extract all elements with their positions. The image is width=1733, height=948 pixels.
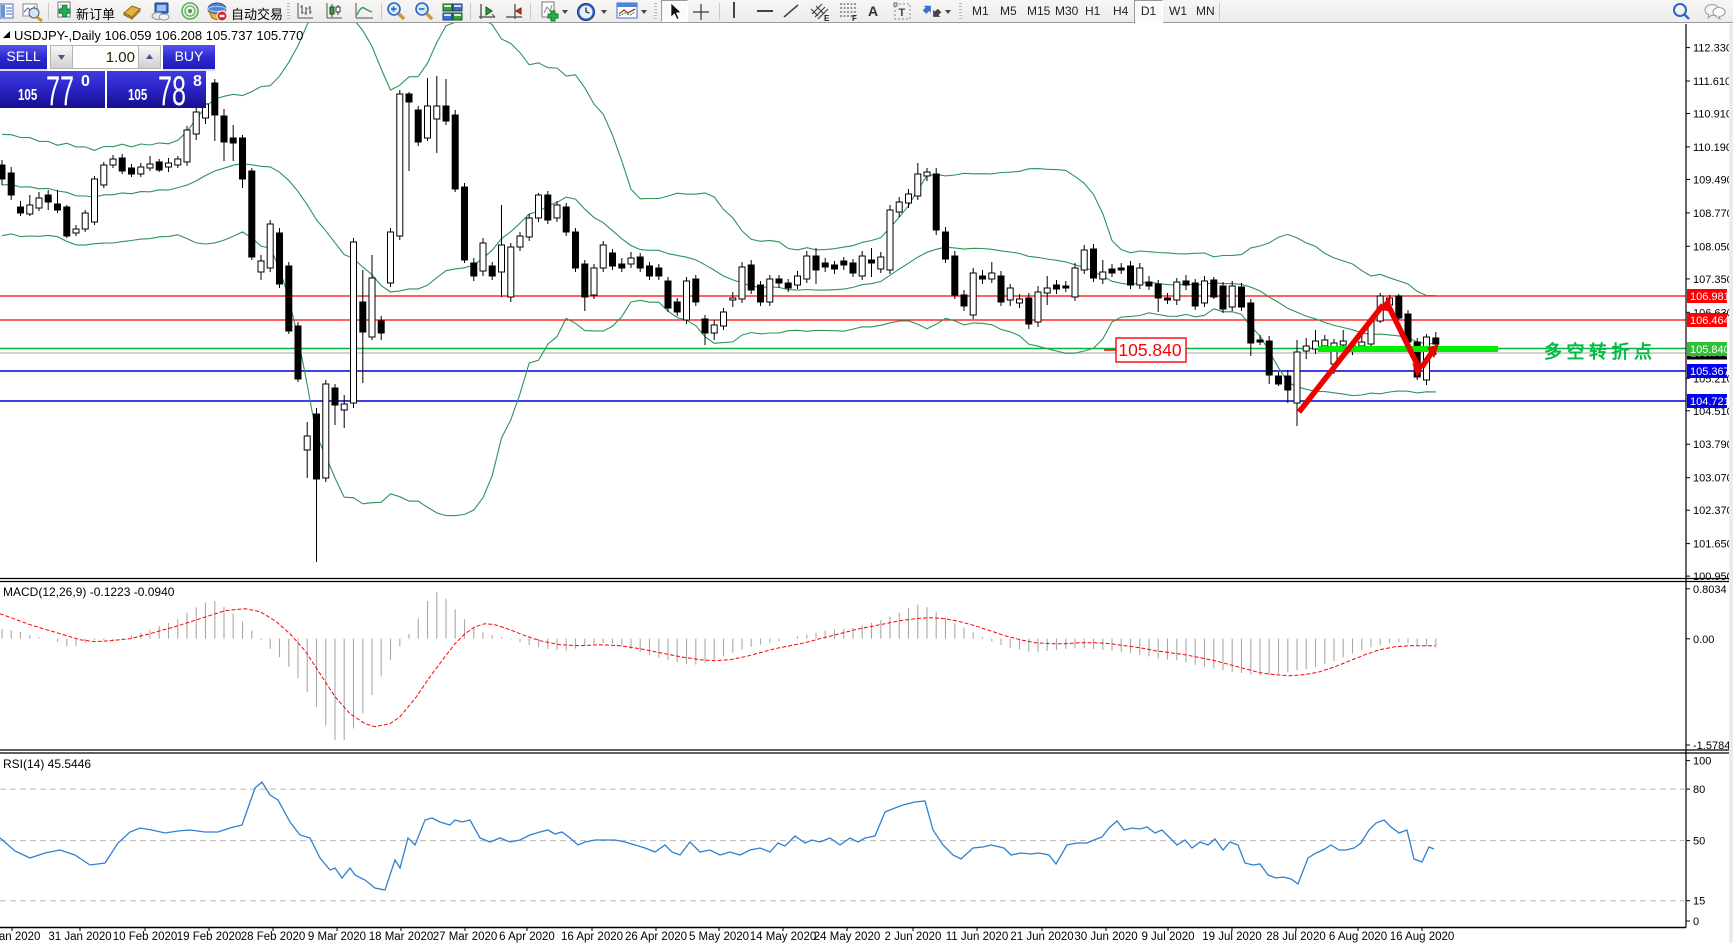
- svg-text:105.840: 105.840: [1118, 340, 1182, 360]
- svg-text:102.370: 102.370: [1693, 505, 1733, 517]
- svg-text:RSI(14) 45.5446: RSI(14) 45.5446: [3, 757, 91, 771]
- svg-text:110.910: 110.910: [1693, 109, 1732, 121]
- svg-text:15: 15: [1693, 896, 1705, 908]
- svg-text:0: 0: [1693, 916, 1699, 928]
- svg-text:104.721: 104.721: [1690, 396, 1730, 408]
- svg-text:107.350: 107.350: [1693, 274, 1733, 286]
- svg-text:111.610: 111.610: [1693, 76, 1731, 88]
- svg-text:50: 50: [1693, 836, 1705, 848]
- svg-text:103.790: 103.790: [1693, 439, 1733, 451]
- svg-text:5 May 2020: 5 May 2020: [689, 931, 749, 943]
- svg-text:MACD(12,26,9) -0.1223 -0.0940: MACD(12,26,9) -0.1223 -0.0940: [3, 585, 175, 599]
- svg-text:16 Aug 2020: 16 Aug 2020: [1390, 931, 1455, 943]
- svg-text:16 Apr 2020: 16 Apr 2020: [561, 931, 623, 943]
- svg-text:105.367: 105.367: [1690, 366, 1730, 378]
- svg-text:-1.5784: -1.5784: [1693, 740, 1730, 752]
- svg-text:9 Jul 2020: 9 Jul 2020: [1141, 931, 1194, 943]
- svg-text:21 Jun 2020: 21 Jun 2020: [1010, 931, 1073, 943]
- svg-text:E: E: [824, 14, 830, 22]
- svg-text:9 Mar 2020: 9 Mar 2020: [308, 931, 366, 943]
- svg-text:110.190: 110.190: [1693, 142, 1732, 154]
- svg-text:2 Jan 2020: 2 Jan 2020: [0, 931, 40, 943]
- svg-text:100: 100: [1693, 756, 1711, 768]
- svg-text:109.490: 109.490: [1693, 175, 1733, 187]
- svg-text:2 Jun 2020: 2 Jun 2020: [885, 931, 942, 943]
- svg-text:10 Feb 2020: 10 Feb 2020: [113, 931, 178, 943]
- svg-text:108.050: 108.050: [1693, 241, 1733, 253]
- svg-text:31 Jan 2020: 31 Jan 2020: [48, 931, 111, 943]
- svg-text:27 Mar 2020: 27 Mar 2020: [433, 931, 498, 943]
- svg-text:18 Mar 2020: 18 Mar 2020: [369, 931, 434, 943]
- svg-text:103.070: 103.070: [1693, 473, 1733, 485]
- svg-text:100.950: 100.950: [1693, 571, 1733, 583]
- svg-text:106.464: 106.464: [1690, 315, 1730, 327]
- svg-text:14 May 2020: 14 May 2020: [750, 931, 817, 943]
- svg-text:112.330: 112.330: [1693, 43, 1732, 55]
- svg-text:30 Jun 2020: 30 Jun 2020: [1074, 931, 1137, 943]
- svg-text:104.510: 104.510: [1693, 406, 1733, 418]
- svg-text:T: T: [899, 7, 906, 19]
- svg-text:19 Feb 2020: 19 Feb 2020: [177, 931, 242, 943]
- svg-text:28 Jul 2020: 28 Jul 2020: [1266, 931, 1325, 943]
- svg-text:F: F: [852, 14, 857, 22]
- svg-text:6 Aug 2020: 6 Aug 2020: [1329, 931, 1387, 943]
- svg-text:多空转折点: 多空转折点: [1544, 341, 1657, 362]
- svg-text:19 Jul 2020: 19 Jul 2020: [1202, 931, 1261, 943]
- svg-text:28 Feb 2020: 28 Feb 2020: [241, 931, 306, 943]
- svg-text:26 Apr 2020: 26 Apr 2020: [625, 931, 687, 943]
- svg-text:80: 80: [1693, 784, 1705, 796]
- svg-text:101.650: 101.650: [1693, 539, 1733, 551]
- svg-text:108.770: 108.770: [1693, 208, 1733, 220]
- svg-text:24 May 2020: 24 May 2020: [814, 931, 881, 943]
- svg-text:106.981: 106.981: [1690, 291, 1730, 303]
- svg-text:6 Apr 2020: 6 Apr 2020: [499, 931, 555, 943]
- svg-text:0.00: 0.00: [1693, 634, 1714, 646]
- svg-text:11 Jun 2020: 11 Jun 2020: [946, 931, 1008, 943]
- svg-text:0.8034: 0.8034: [1693, 584, 1727, 596]
- svg-text:105.840: 105.840: [1690, 344, 1730, 356]
- svg-text:USDJPY-,Daily 106.059 106.208: USDJPY-,Daily 106.059 106.208 105.737 10…: [14, 28, 303, 43]
